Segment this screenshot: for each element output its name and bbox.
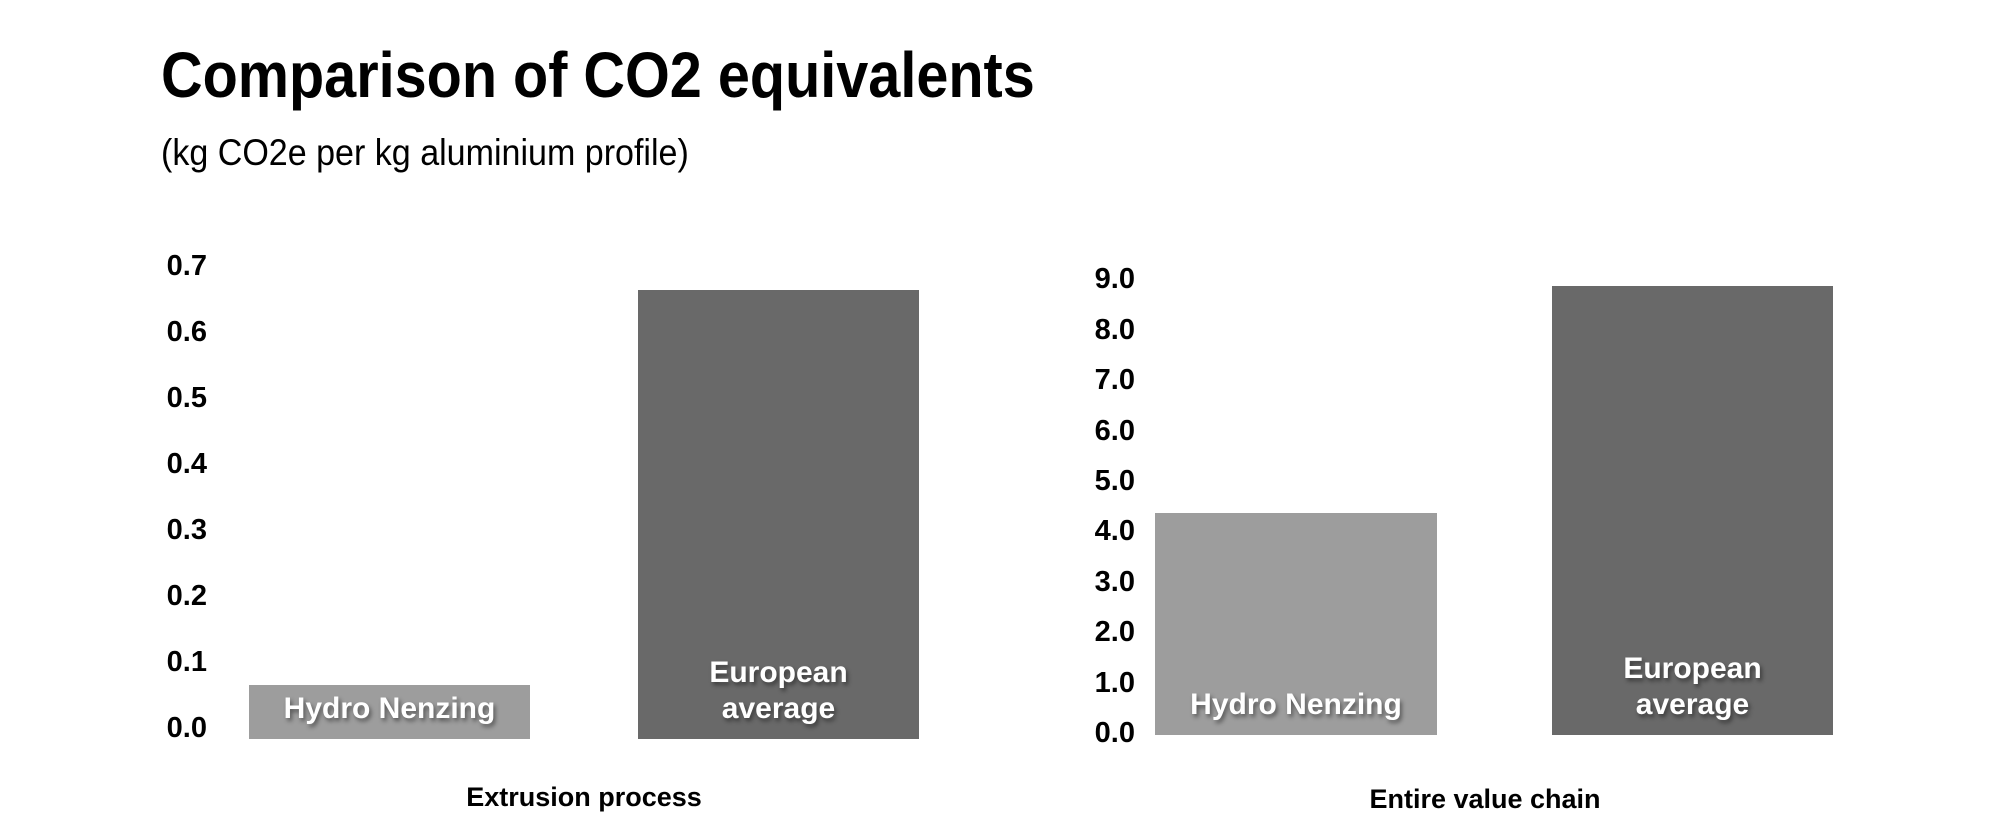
- bar-label: European average: [1623, 652, 1762, 721]
- bar-hydro-nenzing: Hydro Nenzing: [249, 685, 530, 739]
- x-axis-label: Entire value chain: [1369, 784, 1601, 814]
- y-tick-label: 6.0: [1094, 415, 1135, 447]
- bar-european-average: European average: [1552, 286, 1833, 735]
- y-tick-label: 0.3: [166, 514, 207, 546]
- y-tick-label: 0.7: [166, 250, 207, 282]
- bar-label: Hydro Nenzing: [283, 692, 496, 725]
- y-tick-label: 1.0: [1094, 667, 1135, 699]
- y-tick-label: 8.0: [1094, 314, 1135, 346]
- y-tick-label: 7.0: [1094, 364, 1135, 396]
- x-axis-label: Extrusion process: [466, 782, 702, 812]
- y-tick-label: 0.6: [166, 316, 207, 348]
- bar-hydro-nenzing: Hydro Nenzing: [1155, 513, 1437, 735]
- y-tick-label: 0.4: [166, 448, 207, 480]
- y-tick-label: 5.0: [1094, 465, 1135, 497]
- chart-subtitle: (kg CO2e per kg aluminium profile): [161, 132, 689, 173]
- y-tick-label: 9.0: [1094, 263, 1135, 295]
- y-tick-label: 0.1: [166, 646, 207, 678]
- chart-title: Comparison of CO2 equivalents: [161, 39, 1035, 111]
- bar-label: Hydro Nenzing: [1190, 688, 1402, 721]
- y-tick-label: 0.0: [166, 712, 207, 744]
- y-tick-label: 0.0: [1094, 717, 1135, 749]
- y-tick-label: 4.0: [1094, 515, 1135, 547]
- y-tick-label: 2.0: [1094, 616, 1135, 648]
- bar-european-average: European average: [638, 290, 919, 739]
- y-tick-label: 3.0: [1094, 566, 1135, 598]
- y-tick-label: 0.2: [166, 580, 207, 612]
- y-tick-label: 0.5: [166, 382, 207, 414]
- bar-label: European average: [709, 656, 848, 725]
